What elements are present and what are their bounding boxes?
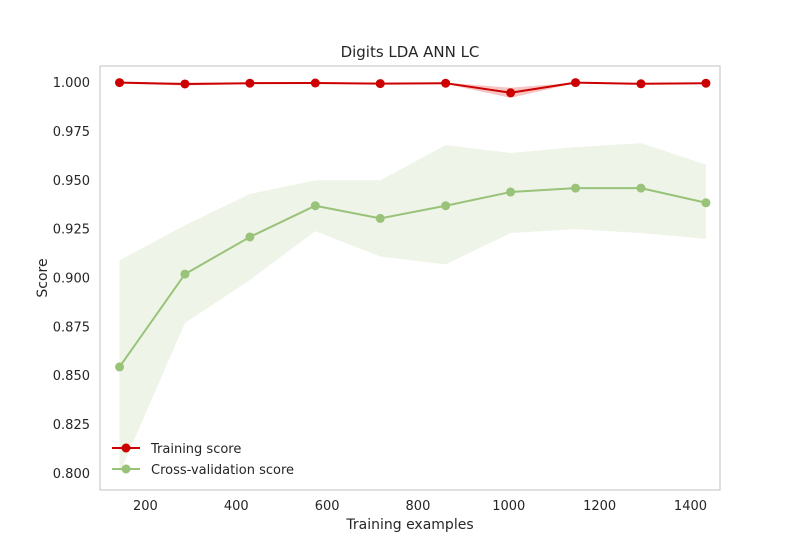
y-tick-label: 1.000 bbox=[53, 76, 90, 91]
training-score-point bbox=[310, 78, 320, 88]
x-tick-label: 600 bbox=[315, 499, 340, 514]
cross-validation-score-point bbox=[441, 201, 451, 211]
training-score-point bbox=[180, 79, 190, 89]
cross-validation-score-point bbox=[180, 269, 190, 279]
training-score-point bbox=[115, 78, 125, 88]
legend-label-training: Training score bbox=[150, 442, 241, 457]
training-score-band bbox=[119, 82, 706, 98]
training-score-point bbox=[441, 78, 451, 88]
x-tick-label: 1400 bbox=[674, 499, 707, 514]
training-score-point bbox=[701, 78, 711, 88]
y-tick-label: 0.875 bbox=[53, 320, 90, 335]
y-tick-label: 0.975 bbox=[53, 125, 90, 140]
cross-validation-score-band bbox=[119, 143, 706, 474]
x-axis-ticks: 200 400 600 800 1000 1200 1400 bbox=[133, 499, 707, 514]
x-axis-label: Training examples bbox=[345, 517, 473, 533]
y-axis-label: Score bbox=[35, 258, 51, 297]
training-score-point bbox=[375, 79, 385, 89]
cross-validation-score-point bbox=[310, 201, 320, 211]
training-score-point bbox=[636, 79, 646, 89]
y-tick-label: 0.825 bbox=[53, 418, 90, 433]
legend-marker-training bbox=[121, 443, 131, 453]
cross-validation-score-point bbox=[636, 183, 646, 193]
y-tick-label: 0.850 bbox=[53, 369, 90, 384]
series-lines bbox=[118, 81, 707, 368]
series-points bbox=[115, 78, 711, 372]
cross-validation-score-point bbox=[506, 187, 516, 197]
training-score-line bbox=[119, 81, 706, 94]
legend-label-cross-validation: Cross-validation score bbox=[151, 463, 294, 478]
x-tick-label: 200 bbox=[133, 499, 158, 514]
x-tick-label: 1000 bbox=[492, 499, 525, 514]
y-tick-label: 0.925 bbox=[53, 223, 90, 238]
cross-validation-score-line bbox=[118, 187, 707, 368]
y-tick-label: 0.950 bbox=[53, 174, 90, 189]
cross-validation-score-point bbox=[245, 232, 255, 242]
cross-validation-score-point bbox=[571, 183, 581, 193]
training-score-point bbox=[245, 78, 255, 88]
legend: Training score Cross-validation score bbox=[112, 442, 294, 478]
cross-validation-score-point bbox=[115, 362, 125, 372]
y-tick-label: 0.800 bbox=[53, 467, 90, 482]
legend-marker-cross-validation bbox=[121, 464, 131, 474]
y-axis-ticks: 0.800 0.825 0.850 0.875 0.900 0.925 0.950 0.975… bbox=[53, 76, 90, 482]
x-tick-label: 400 bbox=[224, 499, 249, 514]
x-tick-label: 1200 bbox=[583, 499, 616, 514]
confidence-bands bbox=[119, 82, 706, 474]
training-score-point bbox=[571, 78, 581, 88]
training-score-point bbox=[506, 88, 516, 98]
cross-validation-score-point bbox=[375, 213, 385, 223]
chart-title: Digits LDA ANN LC bbox=[341, 43, 480, 61]
plot-frame bbox=[99, 65, 721, 491]
x-tick-label: 800 bbox=[406, 499, 431, 514]
cross-validation-score-point bbox=[701, 198, 711, 208]
y-tick-label: 0.900 bbox=[53, 272, 90, 287]
